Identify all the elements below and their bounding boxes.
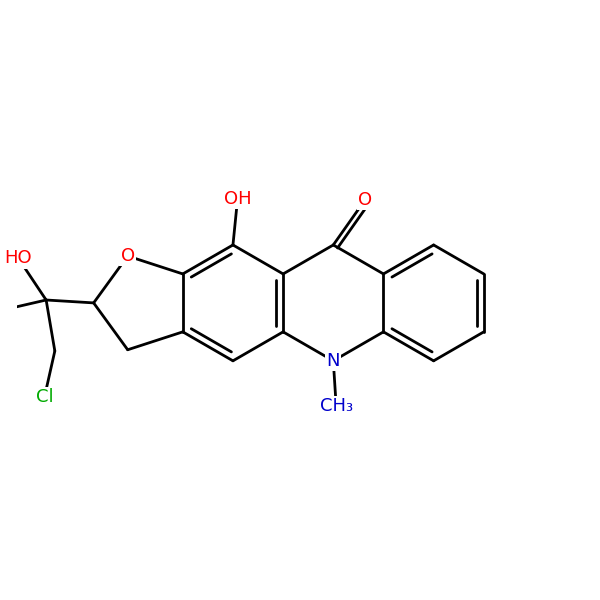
Text: HO: HO: [5, 249, 32, 267]
Text: O: O: [121, 247, 135, 265]
Text: CH₃: CH₃: [320, 397, 353, 415]
Text: O: O: [358, 191, 372, 209]
Text: Cl: Cl: [35, 388, 53, 406]
Text: N: N: [326, 352, 340, 370]
Text: OH: OH: [224, 190, 251, 208]
